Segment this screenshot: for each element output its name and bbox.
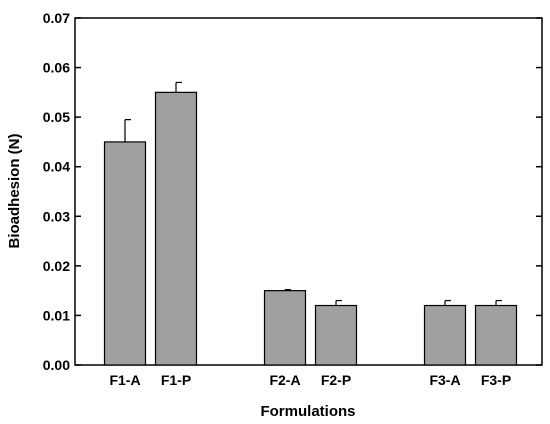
y-axis-ticks: 0.00 0.01 0.02 0.03 0.04 0.05 0.06 0.07 <box>43 10 542 373</box>
y-tick-label: 0.06 <box>43 60 70 76</box>
x-tick-label: F3-P <box>481 372 511 388</box>
bar-f1-p <box>154 91 198 366</box>
x-tick-label: F3-A <box>429 372 460 388</box>
y-tick-label: 0.01 <box>43 307 70 323</box>
y-tick-label: 0.07 <box>43 10 70 26</box>
y-tick-label: 0.02 <box>43 258 70 274</box>
bar-f1-a <box>103 141 147 366</box>
bar-f2-p <box>314 304 358 366</box>
bar-f3-a <box>423 304 467 366</box>
x-tick-label: F2-A <box>269 372 300 388</box>
y-tick-label: 0.05 <box>43 109 70 125</box>
error-bars <box>124 81 502 306</box>
bar-f3-p <box>474 304 518 366</box>
x-tick-label: F1-A <box>109 372 140 388</box>
y-tick-label: 0.00 <box>43 357 70 373</box>
bar-f2-a <box>263 290 307 366</box>
x-axis-title: Formulations <box>260 403 355 420</box>
x-tick-label: F1-P <box>161 372 191 388</box>
y-axis-title: Bioadhesion (N) <box>6 133 23 248</box>
plot-frame <box>74 17 543 366</box>
y-tick-label: 0.04 <box>43 159 70 175</box>
x-tick-label: F2-P <box>321 372 351 388</box>
y-tick-label: 0.03 <box>43 208 70 224</box>
bars <box>103 91 518 366</box>
